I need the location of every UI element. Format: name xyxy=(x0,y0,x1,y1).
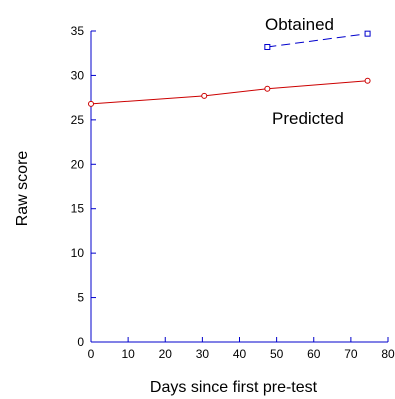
data-point-obtained xyxy=(364,30,371,37)
y-tick-label: 35 xyxy=(71,24,85,38)
x-ticks: 0 10 20 30 40 50 60 70 80 xyxy=(88,337,395,361)
data-point-predicted xyxy=(88,100,94,107)
y-tick-label: 15 xyxy=(71,202,85,216)
y-tick-label: 25 xyxy=(71,113,85,127)
data-point-obtained xyxy=(264,43,271,50)
y-axis-title: Raw score xyxy=(14,151,31,227)
series-labels: Obtained Predicted xyxy=(265,15,344,128)
series-label-predicted: Predicted xyxy=(272,109,344,128)
x-axis-title: Days since first pre-test xyxy=(150,379,318,396)
data-point-predicted xyxy=(264,85,271,92)
axes xyxy=(90,31,388,343)
y-tick-label: 0 xyxy=(77,335,84,349)
y-tick-label: 10 xyxy=(71,246,85,260)
series-predicted xyxy=(88,77,371,107)
data-point-predicted xyxy=(201,92,208,99)
y-tick-label: 5 xyxy=(77,291,84,305)
series-layer xyxy=(88,30,371,107)
series-line-obtained xyxy=(267,33,368,48)
y-tick-label: 30 xyxy=(71,68,85,82)
x-tick-label: 40 xyxy=(233,347,247,361)
x-tick-label: 70 xyxy=(344,347,358,361)
series-line-predicted xyxy=(90,80,368,105)
x-tick-label: 30 xyxy=(196,347,210,361)
x-tick-label: 20 xyxy=(159,347,173,361)
series-label-obtained: Obtained xyxy=(265,15,334,34)
y-ticks: 0 5 10 15 20 25 30 35 xyxy=(71,24,96,349)
series-obtained xyxy=(264,30,371,50)
x-tick-label: 0 xyxy=(88,347,95,361)
data-point-predicted xyxy=(364,77,371,84)
x-tick-label: 10 xyxy=(121,347,135,361)
x-tick-label: 60 xyxy=(307,347,321,361)
y-tick-label: 20 xyxy=(71,157,85,171)
x-tick-label: 80 xyxy=(381,347,395,361)
x-tick-label: 50 xyxy=(270,347,284,361)
